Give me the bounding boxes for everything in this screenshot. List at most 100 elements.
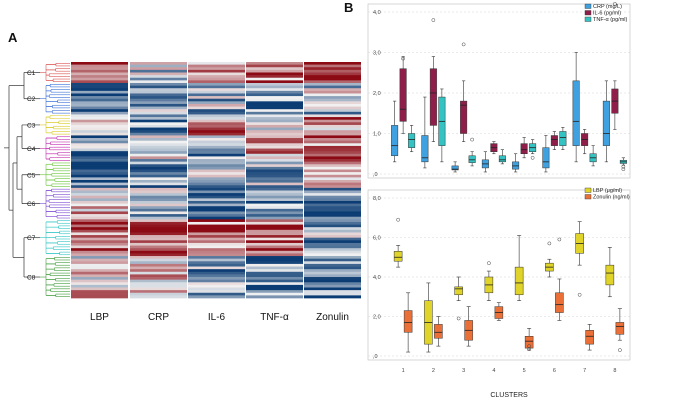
heatmap-cell [304,195,361,199]
outlier-point [487,261,491,266]
heatmap-cell [246,153,303,157]
heatmap-cell [188,119,245,123]
heatmap-cell [188,135,245,139]
heatmap-cell [71,138,128,142]
heatmap-cell [246,258,303,262]
heatmap-cell [71,72,128,76]
heatmap-cell [71,109,128,113]
box-il-6 [611,80,619,130]
cluster-label: C8 [27,275,36,282]
box-il-6 [429,56,437,142]
heatmap-cell [71,235,128,239]
heatmap-cell [246,103,303,107]
x-tick-label: 7 [583,368,586,374]
outlier-point [530,155,535,160]
heatmap-cell [71,266,128,270]
heatmap-cell [71,227,128,231]
heatmap-cell [130,200,187,204]
heatmap-cell [304,206,361,210]
heatmap-cell [304,88,361,92]
heatmap-cell [130,187,187,191]
heatmap-cell [130,75,187,79]
box-lbp [424,282,433,353]
heatmap-cell [246,266,303,270]
heatmap-cell [246,200,303,204]
heatmap-cell [304,200,361,204]
heatmap-cell [188,67,245,71]
heatmap-cell [188,237,245,241]
heatmap-cell [246,62,303,65]
heatmap-cell [304,279,361,283]
heatmap-cell [304,151,361,155]
box-crp [572,52,580,163]
heatmap-cell [188,75,245,79]
heatmap-cell [71,279,128,283]
heatmap-cell [71,206,128,210]
heatmap-cell [71,240,128,244]
heatmap-cell [71,187,128,191]
legend-swatch [584,3,592,9]
heatmap-cell [130,161,187,165]
heatmap-cell [246,88,303,92]
heatmap-cell [130,98,187,102]
heatmap-cell [246,114,303,118]
heatmap-column-label: CRP [148,312,169,323]
dendrogram-cluster [40,63,70,82]
heatmap-cell [130,224,187,228]
heatmap-cell [246,98,303,102]
heatmap-cell [304,224,361,228]
heatmap-cell [71,143,128,147]
heatmap-cell [246,232,303,236]
heatmap-cell [130,206,187,210]
heatmap-cell [71,101,128,105]
heatmap-cell [130,62,187,65]
heatmap-cell [130,177,187,181]
heatmap-cell [130,143,187,147]
heatmap-cell [130,64,187,68]
heatmap-cell [246,172,303,176]
heatmap-cell [304,130,361,134]
heatmap-cell [188,88,245,92]
heatmap-cell [71,229,128,233]
x-tick-label: 3 [462,368,465,374]
box-crp [542,135,550,173]
heatmap-cell [304,211,361,215]
heatmap-cell [304,221,361,225]
heatmap-cell [304,227,361,231]
heatmap-cell [246,214,303,218]
heatmap-cell [188,271,245,275]
heatmap-cell [130,240,187,244]
heatmap-cell [188,256,245,260]
outlier-point [396,217,400,222]
heatmap-cell [304,261,361,265]
heatmap-cell [246,250,303,254]
box-lbp [545,258,554,278]
heatmap-cell [71,82,128,86]
heatmap-cell [246,187,303,191]
heatmap-cell [130,169,187,173]
heatmap-cell [246,195,303,199]
heatmap-cell [71,195,128,199]
heatmap-cell [304,77,361,81]
dendrogram-cluster [40,83,70,114]
heatmap-cell [246,198,303,202]
heatmap-cell [71,295,128,299]
heatmap-cell [304,258,361,262]
box-zonulin [464,306,473,347]
heatmap-cell [71,248,128,252]
heatmap-cell [71,135,128,139]
heatmap-cell [188,101,245,105]
heatmap-cell [71,292,128,296]
heatmap-cell [304,198,361,202]
heatmap-cell [304,292,361,296]
heatmap-cell [188,122,245,126]
heatmap-cell [130,185,187,189]
heatmap-cell [188,143,245,147]
heatmap-cell [130,237,187,241]
heatmap-cell [188,164,245,168]
box-zonulin [615,308,625,341]
heatmap-cell [130,164,187,168]
heatmap-cell [304,242,361,246]
heatmap-cell [304,138,361,142]
heatmap-cell [71,106,128,110]
